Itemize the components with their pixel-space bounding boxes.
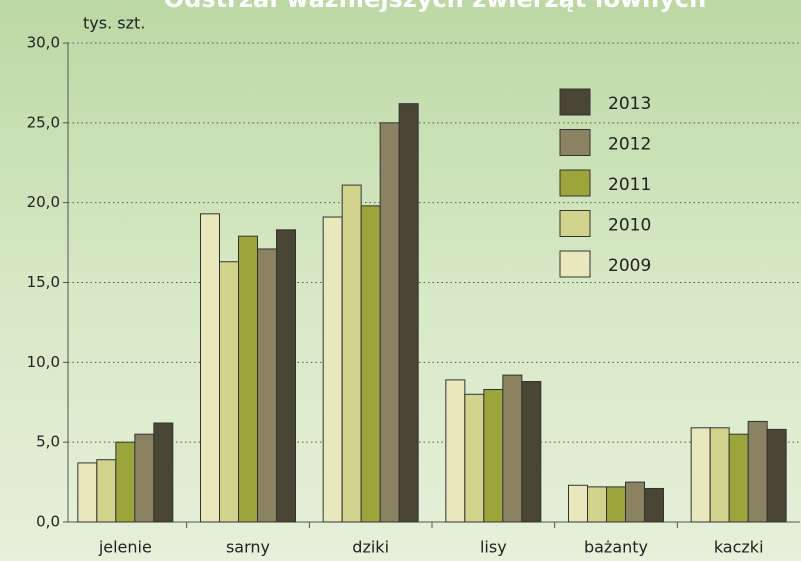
y-tick-label: 10,0 [27, 353, 60, 371]
y-tick-label: 0,0 [36, 513, 60, 531]
bar [77, 462, 98, 523]
x-tick-label: kaczki [714, 538, 764, 557]
bar [257, 248, 277, 523]
y-axis-label: tys. szt. [83, 14, 145, 33]
bar [134, 433, 155, 523]
bar [322, 216, 343, 523]
y-tick-label: 15,0 [27, 273, 60, 291]
bar [747, 420, 768, 523]
bar [502, 374, 523, 523]
legend-swatch [559, 210, 591, 237]
bar [238, 235, 258, 523]
legend-label: 2010 [608, 216, 651, 236]
bar [379, 122, 400, 523]
x-tick-label: jelenie [98, 538, 152, 557]
y-tick-label: 5,0 [36, 433, 60, 451]
bar [728, 433, 749, 523]
bar [219, 261, 239, 523]
x-tick-label: dziki [352, 538, 389, 557]
bar [398, 103, 419, 523]
bar [153, 422, 174, 523]
chart-title: Odstrzał ważniejszych zwierząt łownych [164, 0, 706, 13]
y-tick-label: 20,0 [27, 193, 60, 211]
bar [568, 484, 588, 523]
x-tick-label: sarny [226, 538, 270, 557]
bar [690, 427, 711, 523]
bar [115, 441, 136, 523]
legend-swatch [559, 88, 591, 116]
bar [483, 388, 504, 523]
legend-label: 2011 [608, 175, 651, 195]
legend-label: 2013 [608, 94, 651, 114]
bar [709, 427, 730, 523]
bar [606, 486, 626, 523]
x-tick-label: bażanty [584, 538, 648, 557]
bar [766, 428, 787, 523]
bar [464, 393, 485, 523]
bar [625, 481, 645, 523]
bar [96, 459, 117, 523]
bar [587, 486, 607, 523]
x-tick-label: lisy [480, 538, 507, 557]
bar [200, 213, 220, 523]
legend-swatch [559, 250, 591, 278]
bar [276, 229, 296, 523]
legend-label: 2012 [608, 135, 651, 155]
bar [521, 380, 542, 523]
bar [341, 184, 362, 523]
legend-swatch [559, 129, 591, 156]
bar [360, 205, 381, 523]
legend-swatch [559, 169, 591, 197]
bar [445, 379, 466, 523]
y-tick-label: 30,0 [27, 34, 60, 52]
legend-label: 2009 [608, 256, 651, 276]
y-tick-label: 25,0 [27, 113, 60, 131]
bar [644, 487, 664, 523]
